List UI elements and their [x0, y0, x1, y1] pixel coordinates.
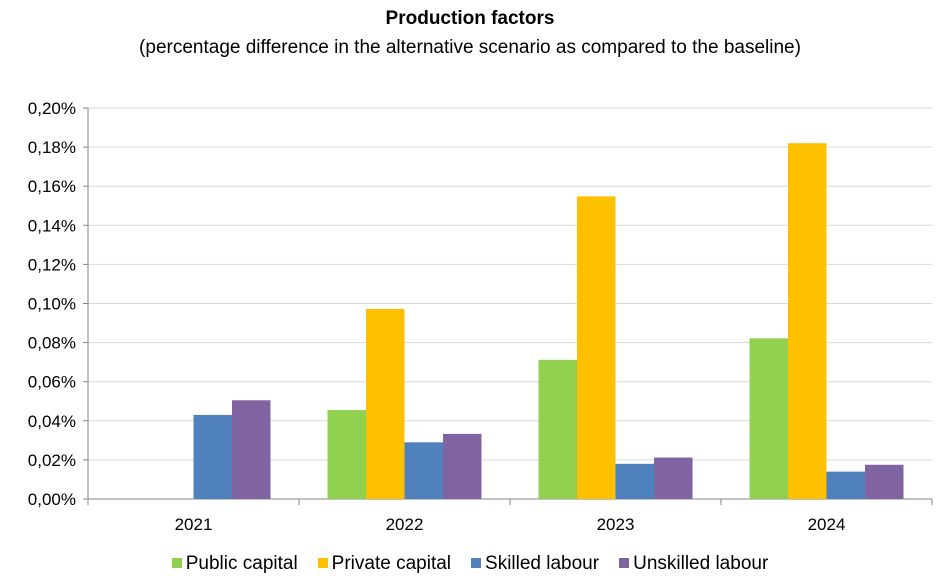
bar: [865, 464, 904, 499]
legend-label: Skilled labour: [485, 553, 600, 574]
bar: [443, 433, 482, 499]
legend-item: Public capital: [171, 553, 298, 575]
bar: [788, 143, 827, 499]
bar: [232, 400, 271, 499]
legend-swatch: [171, 558, 182, 568]
y-tick-label: 0,02%: [28, 451, 76, 470]
x-tick-label: 2022: [386, 515, 424, 534]
legend-swatch: [317, 558, 328, 568]
bar: [749, 338, 788, 499]
y-tick-label: 0,04%: [28, 412, 76, 431]
legend: Public capital Private capital Skilled lab…: [0, 553, 940, 575]
legend-item: Skilled labour: [471, 553, 599, 575]
y-tick-label: 0,14%: [28, 216, 76, 235]
bar: [404, 442, 443, 499]
chart-subtitle: (percentage difference in the alternativ…: [139, 37, 801, 58]
legend-label: Public capital: [185, 553, 298, 574]
x-tick-label: 2023: [597, 515, 635, 534]
bar: [193, 414, 232, 499]
x-tick-label: 2021: [175, 515, 213, 534]
bar: [577, 196, 616, 499]
legend-label: Private capital: [331, 553, 452, 574]
legend-item: Unskilled labour: [619, 553, 768, 575]
y-tick-label: 0,06%: [28, 373, 76, 392]
legend-label: Unskilled labour: [633, 553, 769, 574]
chart-subtitle-wrap: (percentage difference in the alternativ…: [0, 35, 940, 61]
y-tick-label: 0,08%: [28, 334, 76, 353]
bar: [327, 410, 366, 499]
legend-item: Private capital: [317, 553, 452, 575]
x-tick-label: 2024: [808, 515, 846, 534]
y-tick-label: 0,00%: [28, 490, 76, 509]
legend-swatch: [619, 558, 630, 568]
legend-swatch: [471, 558, 482, 568]
y-tick-label: 0,18%: [28, 138, 76, 157]
bar: [366, 308, 405, 499]
bar: [538, 359, 577, 499]
bar: [826, 471, 865, 499]
y-tick-label: 0,20%: [28, 99, 76, 118]
chart-title: Production factors: [385, 8, 555, 29]
bar: [654, 457, 693, 499]
y-tick-label: 0,10%: [28, 295, 76, 314]
y-tick-label: 0,12%: [28, 255, 76, 274]
y-tick-label: 0,16%: [28, 177, 76, 196]
bar: [615, 463, 654, 499]
